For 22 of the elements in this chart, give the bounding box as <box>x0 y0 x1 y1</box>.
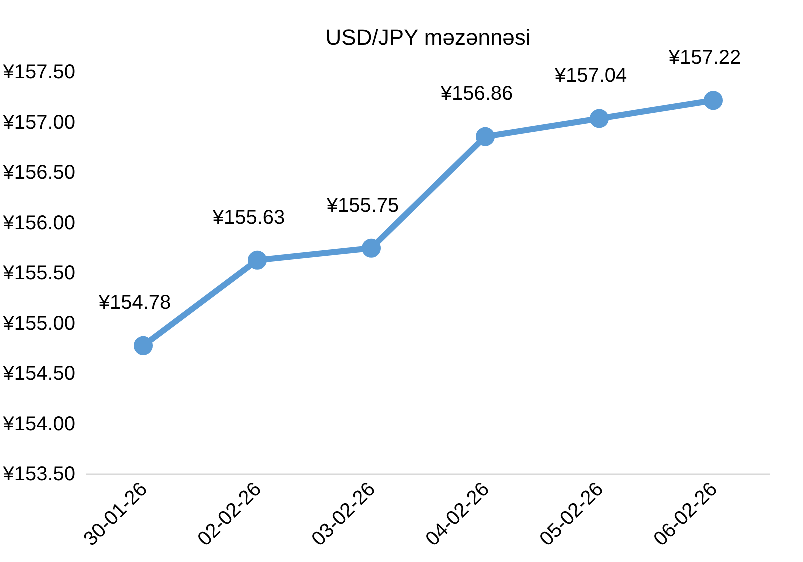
point <box>248 250 267 270</box>
y-tick-label: ¥155.50 <box>2 262 76 284</box>
y-tick-label: ¥156.50 <box>2 162 76 184</box>
y-tick-label: ¥155.00 <box>2 312 76 335</box>
point <box>362 238 381 258</box>
y-tick-label: ¥156.00 <box>2 212 76 234</box>
data-label: ¥156.86 <box>440 83 514 106</box>
chart-title: USD/JPY məzənnəsi <box>326 25 531 50</box>
data-label: ¥155.75 <box>326 194 400 218</box>
data-label: ¥157.22 <box>668 47 742 70</box>
point <box>134 336 153 356</box>
y-tick-label: ¥154.50 <box>2 363 76 385</box>
data-label: ¥155.63 <box>212 206 286 230</box>
point <box>704 91 723 110</box>
y-tick-label: ¥153.50 <box>2 464 76 486</box>
point <box>590 109 609 128</box>
point <box>476 127 495 146</box>
y-tick-label: ¥154.00 <box>2 413 76 436</box>
y-tick-label: ¥157.50 <box>2 62 76 84</box>
data-label: ¥157.04 <box>554 65 628 88</box>
data-label: ¥154.78 <box>98 292 172 316</box>
y-tick-label: ¥157.00 <box>2 112 76 134</box>
